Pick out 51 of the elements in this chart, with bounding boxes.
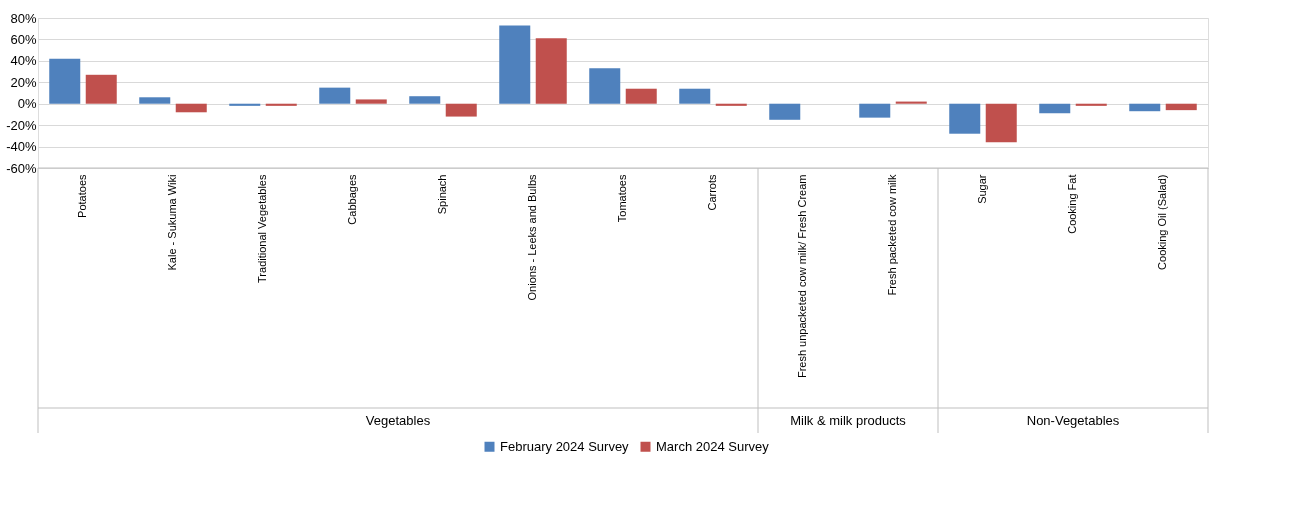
- x-tick-label: Onions - Leeks and Bulbs: [526, 174, 538, 301]
- y-tick-label: 0%: [17, 96, 37, 112]
- y-tick-label: -60%: [6, 160, 37, 176]
- bar: [49, 58, 81, 104]
- bar: [535, 38, 567, 104]
- bar: [985, 103, 1017, 143]
- y-tick-label: 80%: [10, 10, 37, 26]
- x-tick-label: Fresh unpacketed cow milk/ Fresh Cream: [796, 174, 808, 379]
- bar: [895, 101, 927, 104]
- x-tick-label: Spinach: [436, 174, 448, 215]
- bar: [1039, 103, 1071, 114]
- bar: [355, 99, 387, 104]
- bar: [1075, 103, 1107, 106]
- bar: [175, 103, 207, 113]
- bar: [319, 87, 351, 104]
- legend-label: March 2024 Survey: [656, 438, 770, 454]
- text: Non-Vegetables: [1026, 413, 1120, 428]
- x-tick-label: Kale - Sukuma Wiki: [166, 174, 178, 271]
- bar: [499, 25, 531, 104]
- y-tick-label: -20%: [6, 117, 37, 133]
- bar: [1129, 103, 1161, 112]
- x-tick-label: Cooking Fat: [1066, 174, 1078, 234]
- bar: [949, 103, 981, 134]
- bar: [229, 103, 261, 106]
- x-tick-label: Traditional Vegetables: [256, 174, 268, 283]
- x-tick-label: Potatoes: [76, 174, 88, 218]
- bar: [139, 97, 171, 104]
- bar: [859, 103, 891, 118]
- bar: [769, 103, 801, 120]
- y-tick-label: 40%: [10, 53, 37, 69]
- bar: [85, 74, 117, 104]
- bar: [1165, 103, 1197, 111]
- bar: [715, 103, 747, 106]
- x-tick-label: Cabbages: [346, 174, 358, 225]
- legend-label: February 2024 Survey: [500, 438, 630, 454]
- x-tick-label: Fresh packeted cow milk: [886, 174, 898, 296]
- y-tick-label: -40%: [6, 139, 37, 155]
- bar: [265, 103, 297, 106]
- bar: [679, 88, 711, 104]
- bar: [589, 68, 621, 104]
- text: Vegetables: [365, 413, 431, 428]
- x-tick-label: Sugar: [976, 174, 988, 204]
- bar: [409, 96, 441, 104]
- x-tick-label: Tomatoes: [616, 174, 628, 223]
- bar: [625, 88, 657, 104]
- bar: [445, 103, 477, 117]
- y-tick-label: 60%: [10, 31, 37, 47]
- x-tick-label: Cooking Oil (Salad): [1156, 174, 1168, 270]
- text: Milk & milk products: [790, 413, 907, 428]
- y-tick-label: 20%: [10, 74, 37, 90]
- x-tick-label: Carrots: [706, 174, 718, 211]
